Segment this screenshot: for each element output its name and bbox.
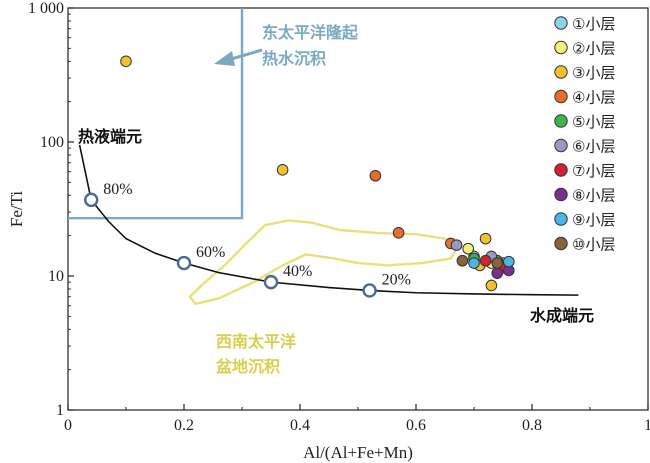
legend-marker <box>554 212 568 226</box>
data-point <box>491 257 504 269</box>
data-point <box>479 232 492 245</box>
y-tick-label: 100 <box>40 134 64 151</box>
legend-label: ⑦小层 <box>572 162 615 180</box>
mixing-point-label: 60% <box>196 244 225 261</box>
y-tick-label: 10 <box>48 268 64 285</box>
mixing-point-label: 80% <box>103 181 132 198</box>
epr-region <box>68 8 263 220</box>
x-tick-label: 0.6 <box>406 417 426 434</box>
legend-marker <box>554 138 568 153</box>
x-tick-label: 1 <box>644 417 650 434</box>
mixing-point <box>263 274 279 290</box>
swp-boundary <box>188 219 458 306</box>
swp-label-line2: 盆地沉积 <box>215 357 280 376</box>
legend-label: ③小层 <box>572 64 615 82</box>
mixing-points: 80% 60% 40% 20% <box>83 181 411 298</box>
mixing-point <box>176 255 192 271</box>
legend-marker <box>554 89 568 104</box>
epr-label-line1: 东太平洋隆起 <box>262 23 359 42</box>
legend-marker <box>554 114 568 128</box>
legend-label: ⑩小层 <box>572 236 615 254</box>
legend-label: ④小层 <box>572 89 615 107</box>
legend-label: ⑨小层 <box>572 211 615 229</box>
legend-label: ⑧小层 <box>572 187 615 205</box>
data-point <box>450 239 463 251</box>
legend-label: ⑥小层 <box>572 138 615 156</box>
mixing-point <box>83 192 99 208</box>
hydrothermal-end-label: 热液端元 <box>78 127 142 146</box>
data-point <box>479 254 492 267</box>
x-tick-label: 0.4 <box>290 417 310 434</box>
legend-label: ①小层 <box>572 15 615 33</box>
data-point <box>462 242 475 255</box>
hydrogenous-end-label: 水成端元 <box>530 306 594 325</box>
mixing-curve-line <box>78 144 579 296</box>
x-tick-label: 0.2 <box>174 417 194 434</box>
data-points <box>120 55 515 292</box>
x-tick-label: 0 <box>64 417 72 434</box>
data-point <box>369 169 382 182</box>
legend-marker <box>554 16 568 30</box>
epr-boundary <box>68 8 244 220</box>
y-tick-label: 1 000 <box>28 0 64 17</box>
legend-label: ⑤小层 <box>572 113 615 131</box>
legend-marker <box>554 65 568 79</box>
epr-arrow-head <box>214 51 235 66</box>
mixing-point <box>362 283 377 298</box>
mixing-point-label: 40% <box>283 263 312 280</box>
x-tick-label: 0.8 <box>522 417 542 434</box>
data-point <box>468 257 480 269</box>
data-point <box>120 55 132 68</box>
data-point <box>485 279 498 292</box>
mixing-point-label: 20% <box>382 271 411 288</box>
data-point <box>491 267 504 279</box>
y-axis-title: Fe/Ti <box>7 191 26 228</box>
axes: 0 0.2 0.4 0.6 0.8 1 1 10 100 1 000 Al/(Al+Fe+Mn) Fe… <box>7 0 650 462</box>
data-point <box>503 255 515 268</box>
swp-region <box>188 219 458 306</box>
legend-marker <box>554 187 568 202</box>
epr-label-line2: 热水沉积 <box>262 49 326 68</box>
legend-marker <box>554 236 568 251</box>
swp-label-line1: 西南太平洋 <box>216 332 296 351</box>
epr-arrow-shaft <box>227 48 263 62</box>
data-point <box>276 164 289 176</box>
data-point <box>392 227 405 239</box>
region-labels: 东太平洋隆起 热水沉积 西南太平洋 盆地沉积 热液端元 水成端元 <box>78 23 594 376</box>
data-point <box>456 254 469 267</box>
legend: ①小层 ②小层 ③小层 ④小层 ⑤小层 ⑥小层 ⑦小层 ⑧小层 ⑨小层 ⑩小层 <box>554 15 615 254</box>
y-tick-label: 1 <box>56 402 64 419</box>
legend-marker <box>554 163 568 177</box>
legend-marker <box>554 40 568 55</box>
mixing-curve <box>78 144 579 296</box>
legend-label: ②小层 <box>572 40 615 58</box>
x-axis-title: Al/(Al+Fe+Mn) <box>303 443 413 462</box>
